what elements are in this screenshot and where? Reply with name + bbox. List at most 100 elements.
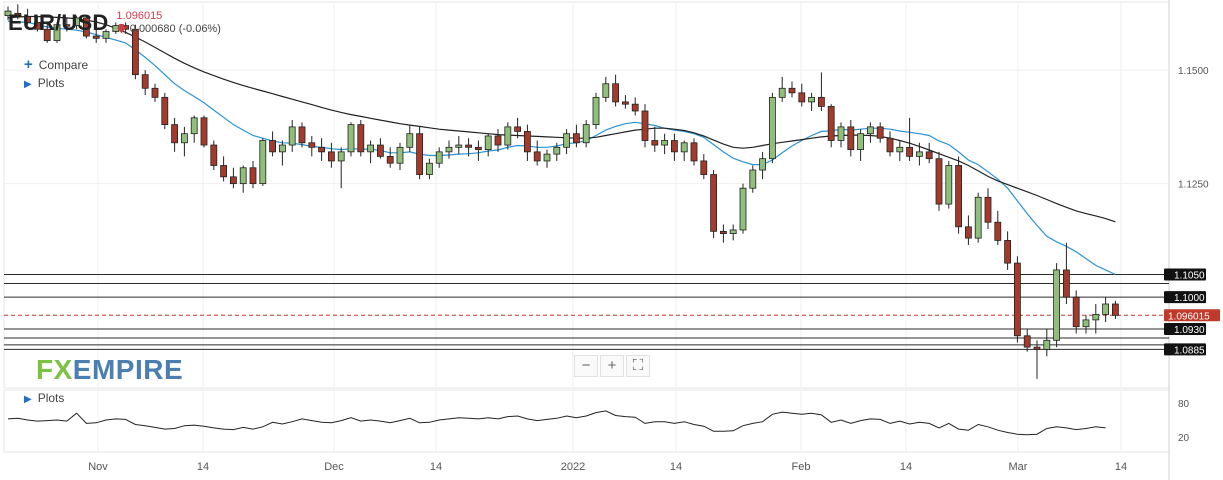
y-tick-label: 1.1250 (1178, 180, 1209, 191)
candle-body (661, 140, 668, 146)
candle-body (612, 83, 619, 103)
oscillator-tick-label: 20 (1178, 433, 1190, 444)
level-label-box (1164, 291, 1206, 304)
candle-body (759, 158, 766, 171)
candle-body (14, 12, 22, 17)
candle-body (425, 162, 433, 175)
zoom-out-button[interactable]: − (574, 355, 598, 377)
candle-body (671, 140, 678, 153)
candle-body (788, 87, 796, 94)
candle-body (533, 151, 541, 162)
candle-body (700, 160, 708, 175)
candle-body (210, 144, 218, 166)
candle-body (416, 133, 424, 175)
candle-body (886, 137, 894, 153)
candle-body (582, 124, 590, 144)
x-tick-label: 2022 (561, 461, 585, 473)
candle-body (994, 221, 1002, 241)
candle-body (269, 140, 277, 153)
candle-body (1004, 240, 1011, 264)
candle-body (955, 165, 962, 228)
candle-body (327, 151, 335, 162)
candle-body (818, 96, 825, 107)
candle-body (563, 133, 570, 148)
candle-body (739, 187, 747, 231)
candle-body (827, 106, 835, 141)
candle-body (83, 17, 90, 37)
candle-body (376, 144, 384, 157)
candle-body (161, 96, 169, 126)
candle-body (867, 126, 874, 135)
candle-body (710, 174, 717, 232)
candle-body (259, 140, 267, 185)
candle-body (455, 144, 463, 148)
candle-body (92, 35, 100, 39)
candle-body (249, 167, 257, 185)
level-label-box (1164, 343, 1206, 356)
level-label: 1.1050 (1174, 270, 1205, 281)
candle-body (680, 142, 688, 153)
candle-body (288, 126, 296, 146)
candle-body (847, 126, 855, 150)
candle-body (690, 142, 698, 162)
plots-toggle[interactable]: ▶ Plots (24, 76, 64, 90)
candle-body (769, 96, 776, 160)
level-label: 1.0930 (1174, 325, 1205, 336)
level-label-box (1164, 322, 1206, 335)
candle-body (298, 126, 306, 144)
candle-body (180, 133, 188, 144)
price-box: 1.096015 🡇 0.000680 (-0.06%) (116, 10, 220, 36)
candle-body (876, 126, 884, 139)
current-price-tag (1164, 309, 1220, 322)
x-tick-label: Dec (324, 461, 344, 473)
candle-body (935, 158, 943, 205)
oscillator-plots-toggle[interactable]: ▶ Plots (24, 391, 64, 405)
candle-body (1082, 319, 1090, 328)
candle-body (1092, 314, 1100, 321)
moving-average-fast (7, 20, 1116, 276)
candle-body (396, 146, 404, 164)
oscillator-plots-label: Plots (37, 391, 65, 405)
x-tick-label: 14 (430, 461, 442, 473)
oscillator-line (7, 410, 1106, 436)
candle-body (602, 83, 610, 98)
candle-body (386, 155, 394, 164)
oscillator-tick-label: 80 (1178, 399, 1190, 410)
candle-body (974, 196, 982, 239)
candle-body (641, 110, 649, 141)
candle-body (318, 146, 326, 153)
candle-body (435, 151, 443, 164)
candle-body (347, 124, 355, 153)
chart-header: EUR/USD 1.096015 🡇 0.000680 (-0.06%) (8, 10, 221, 36)
candle-body (122, 25, 129, 30)
compare-button[interactable]: + Compare (24, 56, 88, 73)
candle-body (1014, 262, 1021, 337)
fullscreen-icon[interactable]: ⛶ (626, 355, 650, 377)
candle-body (278, 144, 286, 153)
zoom-in-button[interactable]: + (600, 355, 624, 377)
candle-body (778, 87, 786, 98)
candle-body (43, 28, 51, 42)
candle-body (631, 103, 639, 112)
candle-body (445, 146, 453, 153)
candle-body (622, 101, 629, 105)
plots-label: Plots (37, 76, 65, 90)
level-label-box (1164, 268, 1206, 281)
candle-body (592, 96, 600, 126)
candle-body (484, 135, 492, 150)
candle-body (112, 25, 120, 32)
candle-body (1102, 303, 1109, 315)
moving-average-slow (7, 15, 1116, 223)
candle-body (798, 92, 806, 103)
candle-body (729, 229, 737, 234)
candle-body (720, 230, 727, 234)
candle-body (357, 124, 365, 153)
candle-body (925, 151, 933, 160)
candle-body (34, 22, 41, 30)
candle-body (1072, 296, 1080, 328)
compare-label: Compare (38, 58, 89, 72)
candle-body (367, 144, 375, 153)
fxempire-logo: FXEMPIRE (36, 354, 184, 385)
candle-body (857, 133, 864, 150)
